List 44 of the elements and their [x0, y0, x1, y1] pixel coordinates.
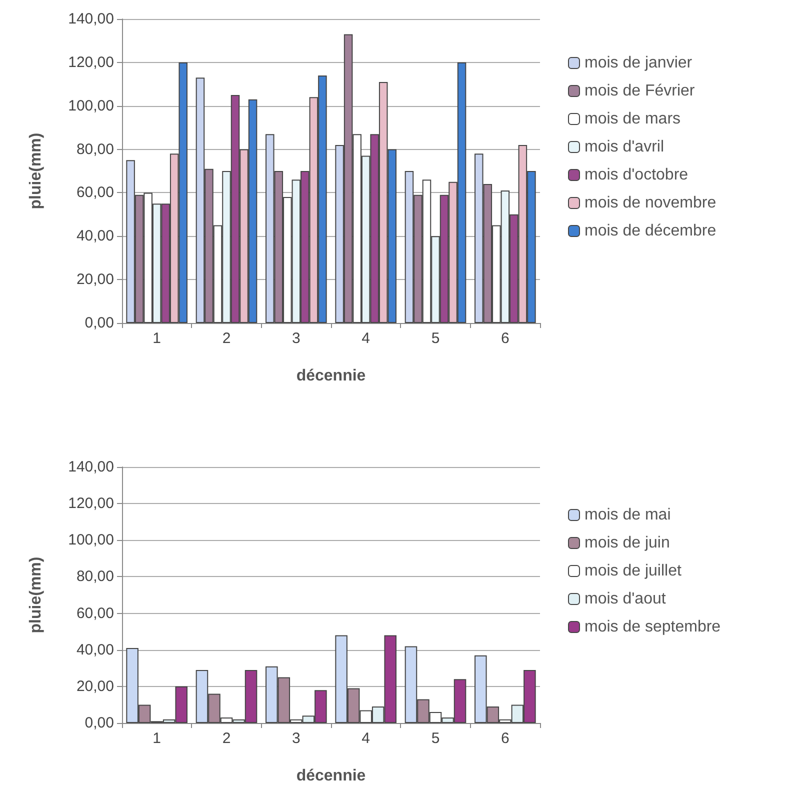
y-tick-label: 20,00 [76, 678, 114, 695]
legend-label: mois de décembre [584, 222, 716, 240]
x-tick-label: 5 [431, 330, 440, 347]
x-tick-label: 1 [152, 730, 162, 747]
y-tick-label: 80,00 [76, 140, 114, 158]
x-axis-title: décennie [296, 768, 366, 784]
x-tick-label: 5 [431, 730, 440, 747]
y-tick-label: 0,00 [84, 714, 114, 732]
y-tick-label: 100,00 [68, 97, 114, 114]
legend-label: mois de janvier [584, 54, 693, 72]
x-tick-label: 1 [152, 330, 162, 347]
legend-label: mois de mars [584, 110, 681, 128]
x-tick-label: 4 [362, 730, 370, 747]
legend-label: mois de juin [584, 534, 670, 552]
y-tick-label: 60,00 [76, 184, 114, 202]
x-tick-label: 6 [500, 730, 510, 747]
y-tick-label: 20,00 [76, 271, 114, 288]
y-tick-label: 140,00 [68, 458, 114, 476]
y-tick-label: 0,00 [84, 314, 114, 332]
y-axis-title: pluie(mm) [28, 556, 44, 634]
x-tick-label: 2 [222, 330, 231, 347]
x-tick-label: 3 [292, 730, 300, 747]
legend-label: mois d'avril [584, 138, 664, 156]
y-tick-label: 80,00 [76, 568, 114, 586]
y-tick-label: 40,00 [76, 228, 114, 245]
x-tick-label: 4 [362, 330, 370, 347]
legend-label: mois d'aout [584, 590, 666, 608]
legend-label: mois de Février [584, 82, 696, 100]
y-tick-label: 40,00 [76, 641, 114, 658]
legend-label: mois de novembre [584, 194, 716, 212]
legend-label: mois d'octobre [584, 166, 688, 184]
y-tick-label: 120,00 [68, 495, 114, 512]
x-axis-title: décennie [296, 368, 366, 384]
x-tick-label: 3 [292, 330, 300, 347]
x-tick-label: 2 [222, 730, 231, 747]
y-tick-label: 140,00 [68, 10, 114, 28]
y-axis-title: pluie(mm) [28, 132, 44, 210]
legend-label: mois de septembre [584, 618, 721, 636]
y-tick-label: 60,00 [76, 604, 114, 622]
legend-label: mois de juillet [584, 562, 682, 580]
legend-label: mois de mai [584, 506, 671, 524]
y-tick-label: 120,00 [68, 54, 114, 71]
x-tick-label: 6 [500, 330, 510, 347]
y-tick-label: 100,00 [68, 532, 114, 549]
